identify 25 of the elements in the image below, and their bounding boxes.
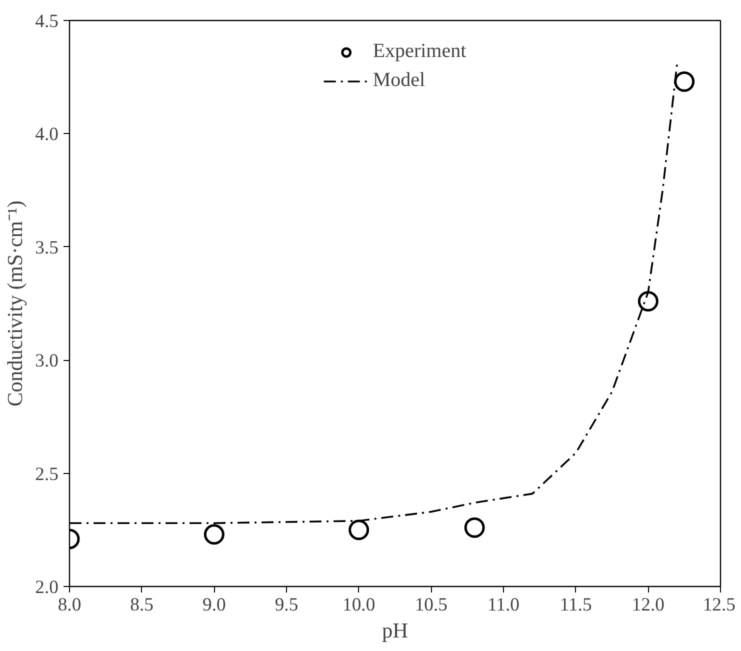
x-tick-label: 8.5	[130, 594, 154, 616]
x-tick-label: 8.0	[58, 594, 82, 616]
x-tick-label: 9.5	[274, 594, 298, 616]
y-tick-label: 3.0	[35, 350, 59, 372]
point	[348, 520, 370, 540]
x-tick-label: 11.5	[560, 594, 592, 616]
y-tick-label: 3.5	[35, 237, 59, 258]
point	[464, 517, 485, 538]
x-tick-label: 10.0	[342, 594, 376, 616]
point	[674, 71, 695, 92]
x-tick-label: 10.5	[414, 594, 448, 616]
y-tick-label: 4.0	[35, 124, 59, 146]
x-axis-title: pH	[382, 618, 408, 642]
x-tick-label: 12.0	[632, 594, 664, 616]
y-tick-label: 4.5	[35, 11, 59, 32]
legend-label: Experiment	[372, 40, 466, 63]
x-tick-label: 12.5	[702, 594, 736, 616]
y-axis-title: Conductivity (mS·cm⁻¹)	[3, 200, 28, 406]
point	[204, 524, 224, 545]
y-tick-label: 2.0	[35, 577, 59, 598]
x-tick-label: 11.0	[488, 594, 520, 616]
point	[638, 291, 658, 312]
x-tick-label: 9.0	[202, 594, 226, 616]
legend-label: Model	[372, 69, 426, 92]
y-tick-label: 2.5	[35, 464, 59, 485]
